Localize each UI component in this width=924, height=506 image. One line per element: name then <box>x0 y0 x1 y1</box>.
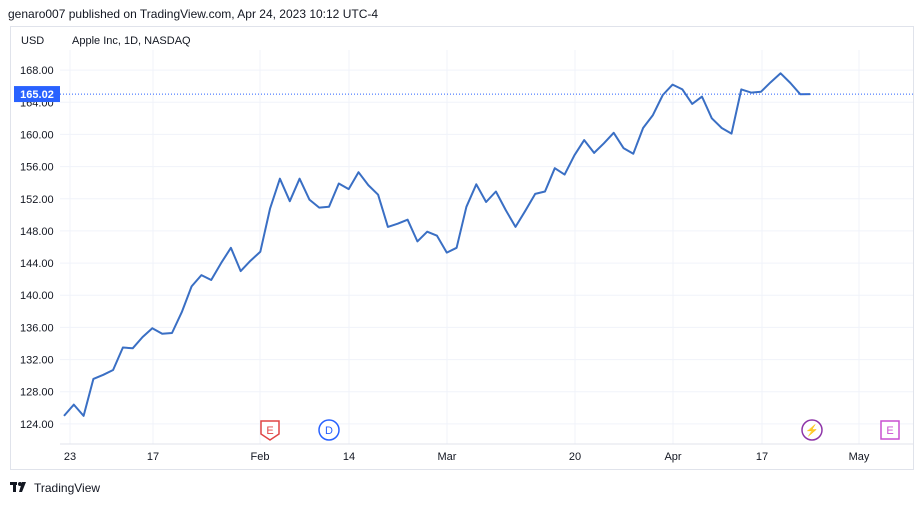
y-tick-label: 156.00 <box>20 162 54 174</box>
y-tick-label: 152.00 <box>20 194 54 206</box>
x-tick-label: 17 <box>756 451 768 463</box>
tradingview-logo-icon <box>10 482 26 492</box>
y-tick-label: 132.00 <box>20 355 54 367</box>
y-tick-label: 148.00 <box>20 226 54 238</box>
currency-label: USD <box>21 35 45 47</box>
tradingview-brand-label: TradingView <box>34 481 101 495</box>
x-tick-label: Feb <box>251 451 270 463</box>
chart-frame[interactable] <box>10 26 914 470</box>
footer-brand[interactable]: TradingView <box>10 481 100 495</box>
price-line <box>63 72 811 417</box>
dividend-marker[interactable]: D <box>318 419 340 441</box>
y-tick-label: 136.00 <box>20 322 54 334</box>
grid <box>60 50 913 444</box>
y-tick-label: 124.00 <box>20 419 54 431</box>
marker-label: D <box>325 425 333 437</box>
y-tick-label: 160.00 <box>20 129 54 141</box>
publish-info: genaro007 published on TradingView.com, … <box>8 7 379 21</box>
marker-label: E <box>266 425 273 437</box>
earnings-marker-may[interactable]: E <box>880 420 900 440</box>
x-tick-label: Apr <box>664 451 681 463</box>
event-badge-shape <box>801 419 823 441</box>
event-marker-apr[interactable]: ⚡ <box>801 419 823 441</box>
x-tick-label: 14 <box>343 451 355 463</box>
earnings-badge-shape <box>260 420 280 441</box>
event-badge-shape <box>318 419 340 441</box>
last-price-tag: 165.02 <box>14 86 913 103</box>
price-series <box>63 72 811 417</box>
x-tick-label: 17 <box>147 451 159 463</box>
y-tick-label: 128.00 <box>20 387 54 399</box>
y-tick-label: 140.00 <box>20 290 54 302</box>
y-tick-label: 168.00 <box>20 65 54 77</box>
last-price-badge <box>14 86 60 103</box>
x-tick-label: May <box>849 451 870 463</box>
symbol-title: Apple Inc, 1D, NASDAQ <box>72 35 191 47</box>
x-axis: 23 17 Feb 14 Mar 20 Apr 17 May <box>60 443 913 463</box>
marker-label: ⚡ <box>805 424 819 437</box>
x-tick-label: 20 <box>569 451 581 463</box>
y-tick-label: 144.00 <box>20 258 54 270</box>
earnings-marker-feb[interactable]: E <box>260 420 280 441</box>
earnings-badge-shape <box>880 420 900 440</box>
marker-label: E <box>886 425 893 437</box>
last-price-value: 165.02 <box>20 89 54 101</box>
x-tick-label: Mar <box>438 451 457 463</box>
y-axis: 124.00 128.00 132.00 136.00 140.00 144.00 148.… <box>20 65 54 431</box>
event-markers[interactable]: E D ⚡ E <box>260 419 900 441</box>
x-tick-label: 23 <box>64 451 76 463</box>
